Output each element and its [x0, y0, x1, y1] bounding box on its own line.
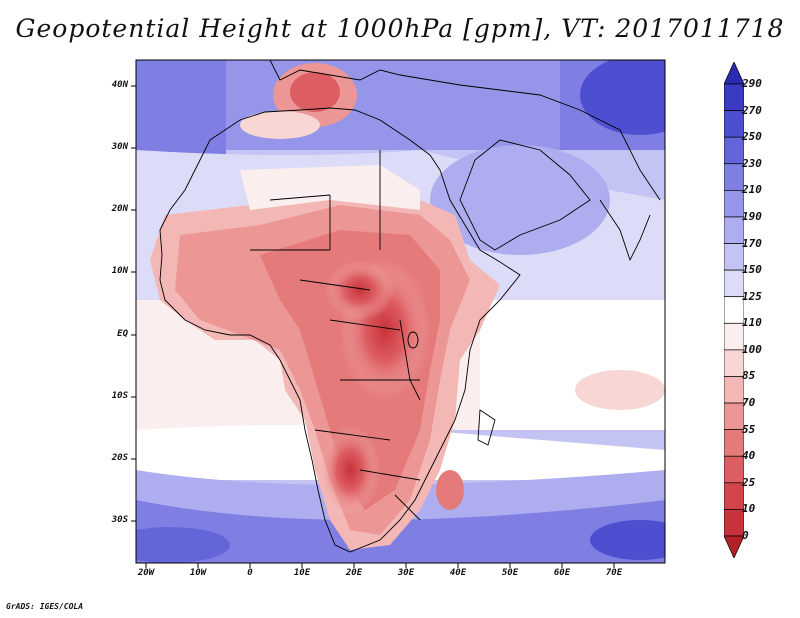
colorbar-tick-label: 170 [742, 236, 762, 250]
lon-label: 60E [553, 568, 571, 578]
colorbar-tick-label: 40 [742, 449, 756, 463]
colorbar-swatch [724, 136, 744, 165]
colorbar-tick-label: 100 [742, 342, 762, 356]
colorbar-tick-label: 25 [742, 475, 756, 489]
credit-text: GrADS: IGES/COLA [6, 602, 84, 611]
colorbar-swatch [724, 190, 744, 218]
lat-label: 20S [111, 453, 128, 463]
lat-label: 10N [111, 266, 128, 276]
colorbar-swatch [724, 163, 744, 191]
lon-label: 40E [449, 568, 467, 578]
colorbar-tick-label: 70 [742, 396, 756, 410]
lon-label: 50E [501, 568, 519, 578]
colorbar-tick-label: 110 [742, 316, 762, 330]
lon-label: 10E [293, 568, 311, 578]
lon-label: 30E [397, 568, 415, 578]
lon-label: 20W [137, 568, 155, 578]
lon-label: 0 [247, 568, 253, 578]
lon-label: 20E [345, 568, 363, 578]
colorbar-tick-label: 290 [742, 77, 762, 90]
colorbar-swatch [724, 83, 744, 111]
colorbar-swatch [724, 243, 744, 271]
colorbar-tick-label: 270 [742, 103, 762, 117]
colorbar-swatch [724, 429, 744, 457]
colorbar-swatch [724, 296, 744, 324]
colorbar-swatch [724, 269, 744, 298]
axis-ticks [131, 85, 615, 568]
colorbar-tick-label: 190 [742, 209, 762, 223]
colorbar-swatch [724, 455, 744, 484]
lat-label: 40N [111, 80, 128, 90]
colorbar-swatch [724, 349, 744, 377]
colorbar-swatch [724, 216, 744, 244]
colorbar [724, 62, 744, 558]
colorbar-tick-label: 85 [742, 369, 756, 383]
height-field [136, 60, 665, 563]
colorbar-tick-label: 230 [742, 156, 762, 170]
lat-label: 20N [111, 204, 128, 214]
colorbar-tick-label: 210 [742, 183, 762, 197]
lat-label: 30N [111, 142, 128, 152]
colorbar-swatch [724, 322, 744, 351]
colorbar-swatch [724, 110, 744, 138]
colorbar-tick-label: 0 [742, 529, 749, 542]
colorbar-tick-label: 150 [742, 263, 762, 277]
colorbar-tick-label: 125 [742, 289, 762, 303]
colorbar-top-triangle [724, 62, 744, 85]
lat-label: EQ [117, 329, 128, 339]
colorbar-tick-label: 10 [742, 502, 756, 516]
lat-label: 10S [111, 391, 128, 401]
colorbar-tick-label: 250 [742, 130, 762, 144]
lon-label: 10W [189, 568, 207, 578]
colorbar-tick-label: 55 [742, 422, 756, 436]
coastlines [159, 60, 661, 553]
colorbar-swatch [724, 509, 744, 537]
colorbar-swatch [724, 376, 744, 404]
map-title: Geopotential Height at 1000hPa [gpm], VT… [15, 14, 785, 43]
colorbar-swatch [724, 402, 744, 430]
map-border [135, 59, 666, 564]
colorbar-bottom-triangle [724, 535, 744, 558]
lat-label: 30S [111, 515, 128, 525]
colorbar-swatch [724, 482, 744, 510]
lon-label: 70E [605, 568, 623, 578]
